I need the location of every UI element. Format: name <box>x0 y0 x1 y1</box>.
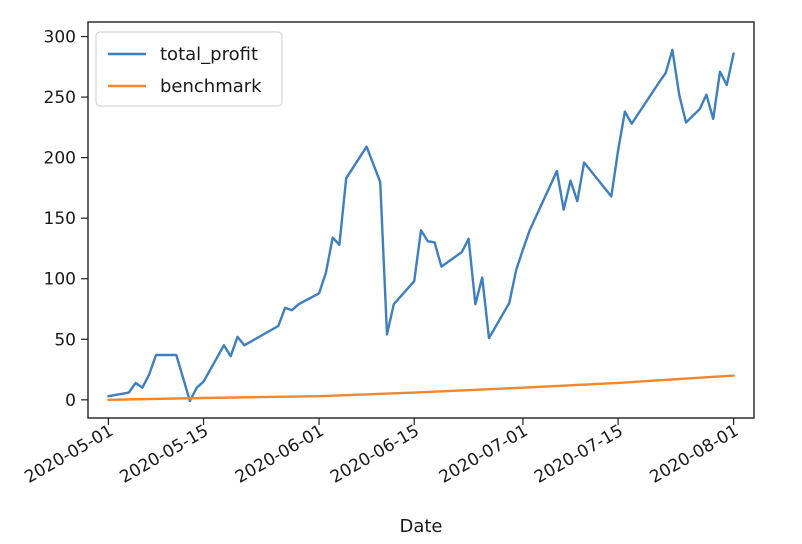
series-layer <box>107 48 735 403</box>
x-axis-label: Date <box>399 516 442 537</box>
series-line-benchmark <box>107 374 735 401</box>
x-tick-label: 2020-06-01 <box>232 421 328 488</box>
legend-box <box>95 31 283 107</box>
y-tick-label: 100 <box>44 270 76 290</box>
x-tick-label: 2020-07-01 <box>436 421 532 488</box>
y-tick-label: 200 <box>44 149 76 169</box>
x-tick-label: 2020-05-15 <box>116 421 212 488</box>
y-tick-label: 150 <box>44 209 76 229</box>
plot-frame <box>87 21 755 419</box>
x-tick-label: 2020-06-15 <box>327 421 423 488</box>
x-tick-label: 2020-07-15 <box>531 421 627 488</box>
x-axis: 2020-05-01 2020-05-15 2020-06-01 2020-06-15… <box>21 418 742 488</box>
y-tick-label: 0 <box>65 391 76 411</box>
x-tick-label: 2020-08-01 <box>647 421 743 488</box>
y-tick-label: 250 <box>44 88 76 108</box>
series-line-total-profit <box>107 48 735 403</box>
legend-label-total-profit: total_profit <box>160 44 258 65</box>
y-tick-label: 300 <box>44 28 76 48</box>
x-tick-label: 2020-05-01 <box>21 421 117 488</box>
y-tick-label: 50 <box>54 330 76 350</box>
legend: total_profit benchmark <box>95 31 283 107</box>
legend-label-benchmark: benchmark <box>160 76 262 97</box>
y-axis: 0 50 100 150 200 250 300 <box>44 28 88 411</box>
